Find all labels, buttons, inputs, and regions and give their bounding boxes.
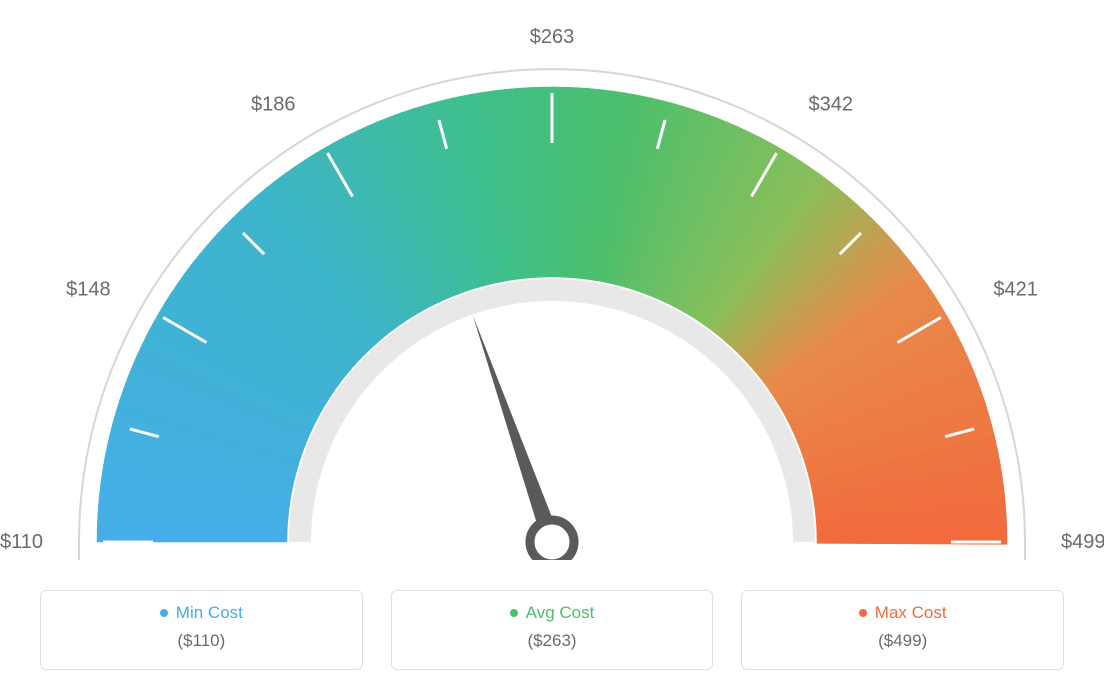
legend-dot-icon (510, 609, 518, 617)
gauge-tick-label: $342 (809, 94, 854, 116)
legend-dot-icon (160, 609, 168, 617)
gauge-tick-label: $148 (66, 279, 111, 301)
legend-label: Max Cost (742, 603, 1063, 623)
legend-value: ($263) (392, 631, 713, 651)
legend-label-text: Avg Cost (526, 603, 595, 623)
legend-label-text: Min Cost (176, 603, 243, 623)
gauge-tick-label: $263 (530, 26, 575, 48)
legend-label: Avg Cost (392, 603, 713, 623)
gauge-tick-label: $499 (1061, 531, 1104, 553)
gauge-tick-label: $186 (251, 94, 296, 116)
legend-value: ($499) (742, 631, 1063, 651)
legend-card: Min Cost ($110) (40, 590, 363, 670)
gauge-area: $110 $148 $186 $263 $342 $421 $499 (0, 0, 1104, 560)
gauge-tick-label: $421 (993, 279, 1037, 301)
gauge-svg: $110 $148 $186 $263 $342 $421 $499 (0, 0, 1104, 560)
legend-label-text: Max Cost (875, 603, 947, 623)
chart-container: $110 $148 $186 $263 $342 $421 $499 Min Cost ($1… (0, 0, 1104, 690)
legend-card: Avg Cost ($263) (391, 590, 714, 670)
gauge-needle (473, 315, 561, 545)
legend-dot-icon (859, 609, 867, 617)
gauge-colored-band (97, 87, 1007, 544)
gauge-tick-label: $110 (0, 531, 43, 553)
legend-row: Min Cost ($110) Avg Cost ($263) Max Cost ($49… (0, 590, 1104, 690)
legend-value: ($110) (41, 631, 362, 651)
gauge-needle-hub (530, 520, 574, 560)
legend-label: Min Cost (41, 603, 362, 623)
legend-card: Max Cost ($499) (741, 590, 1064, 670)
